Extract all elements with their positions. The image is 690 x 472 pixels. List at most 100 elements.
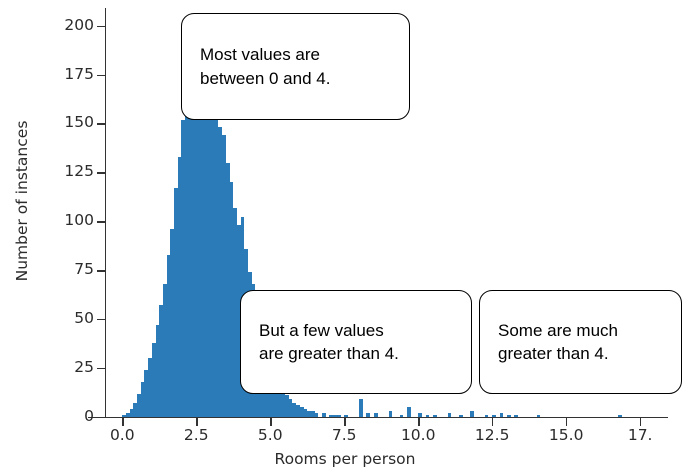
x-tick-mark bbox=[418, 418, 420, 426]
histogram-bar bbox=[433, 415, 437, 417]
histogram-bar bbox=[273, 373, 278, 417]
histogram-bar bbox=[233, 207, 237, 417]
y-axis-spine bbox=[105, 8, 107, 417]
y-tick-mark bbox=[97, 221, 105, 223]
histogram-bar bbox=[185, 88, 189, 417]
x-axis-label: Rooms per person bbox=[274, 450, 416, 468]
histogram-bar bbox=[174, 188, 178, 417]
histogram-bar bbox=[181, 119, 186, 417]
x-tick-label: 17. bbox=[627, 426, 653, 444]
histogram-bar bbox=[388, 411, 393, 417]
histogram-bar bbox=[218, 127, 223, 417]
histogram-bar bbox=[307, 411, 311, 417]
histogram-bar bbox=[288, 399, 293, 417]
x-tick-label: 5.0 bbox=[257, 426, 283, 444]
annotation-text: Most values are between 0 and 4. bbox=[200, 45, 331, 88]
histogram-bar bbox=[199, 74, 204, 417]
histogram-bar bbox=[148, 358, 152, 417]
y-tick-mark bbox=[97, 172, 105, 174]
histogram-bar bbox=[285, 395, 289, 417]
x-axis-spine bbox=[88, 417, 668, 419]
y-tick-label: 75 bbox=[74, 260, 94, 279]
y-tick-mark bbox=[97, 368, 105, 370]
histogram-bar bbox=[333, 415, 337, 417]
histogram-bar bbox=[296, 405, 300, 417]
histogram-bar bbox=[407, 407, 411, 417]
histogram-bar bbox=[207, 78, 212, 417]
histogram-bar bbox=[129, 409, 134, 417]
y-tick-label: 175 bbox=[64, 64, 94, 83]
histogram-bar bbox=[617, 415, 622, 417]
histogram-bar bbox=[329, 415, 334, 417]
x-tick-label: 0.0 bbox=[109, 426, 135, 444]
annotation-few-values: But a few values are greater than 4. bbox=[240, 290, 472, 394]
histogram-bar bbox=[281, 389, 286, 417]
histogram-bar bbox=[492, 415, 496, 417]
y-tick-label: 100 bbox=[64, 211, 94, 230]
histogram-bar bbox=[166, 254, 171, 417]
y-tick-mark bbox=[97, 123, 105, 125]
y-tick-mark bbox=[97, 270, 105, 272]
y-tick-label: 200 bbox=[64, 15, 94, 34]
histogram-bar bbox=[177, 156, 182, 417]
histogram-bar bbox=[225, 162, 230, 417]
histogram-bar bbox=[140, 381, 145, 417]
histogram-bar bbox=[222, 135, 226, 417]
annotation-most-values: Most values are between 0 and 4. bbox=[181, 13, 410, 120]
histogram-bar bbox=[303, 409, 308, 417]
x-tick-mark bbox=[196, 418, 198, 426]
annotation-text: But a few values are greater than 4. bbox=[259, 320, 399, 363]
histogram-bar bbox=[314, 413, 319, 417]
histogram-bar bbox=[192, 45, 197, 417]
histogram-bar bbox=[122, 415, 126, 417]
histogram-bar bbox=[470, 411, 474, 417]
x-tick-label: 12.5 bbox=[474, 426, 510, 444]
histogram-bar bbox=[137, 393, 141, 417]
annotation-text: Some are much greater than 4. bbox=[498, 320, 618, 363]
y-tick-mark bbox=[97, 417, 105, 419]
histogram-bar bbox=[399, 415, 404, 417]
histogram-bar bbox=[359, 399, 363, 417]
histogram-bar bbox=[155, 325, 160, 417]
histogram-bar bbox=[514, 415, 519, 417]
histogram-bar bbox=[125, 413, 130, 417]
histogram-bar bbox=[344, 415, 348, 417]
histogram-bar bbox=[310, 411, 315, 417]
histogram-bar bbox=[211, 88, 215, 417]
histogram-bar bbox=[292, 403, 297, 417]
y-tick-label: 50 bbox=[74, 309, 94, 328]
y-tick-label: 25 bbox=[74, 358, 94, 377]
x-tick-label: 15.0 bbox=[548, 426, 584, 444]
histogram-bar bbox=[203, 21, 208, 417]
histogram-bar bbox=[536, 415, 541, 417]
histogram-bar bbox=[458, 415, 463, 417]
histogram-bar bbox=[447, 413, 452, 417]
histogram-bar bbox=[214, 76, 219, 417]
histogram-bar bbox=[322, 413, 326, 417]
histogram-bar bbox=[229, 182, 234, 417]
histogram-bar bbox=[366, 413, 371, 417]
histogram-bar bbox=[425, 415, 430, 417]
histogram-bar bbox=[196, 90, 200, 417]
y-tick-label: 150 bbox=[64, 113, 94, 132]
annotation-much-greater: Some are much greater than 4. bbox=[479, 290, 682, 394]
histogram-bar bbox=[336, 415, 341, 417]
histogram-bar bbox=[236, 225, 241, 417]
y-tick-mark bbox=[97, 319, 105, 321]
x-tick-label: 7.5 bbox=[331, 426, 357, 444]
x-tick-mark bbox=[122, 418, 124, 426]
histogram-bar bbox=[418, 413, 422, 417]
y-tick-label: 125 bbox=[64, 162, 94, 181]
histogram-bar bbox=[151, 342, 156, 417]
x-tick-label: 10.0 bbox=[400, 426, 436, 444]
y-tick-label: 0 bbox=[84, 407, 94, 425]
histogram-bar bbox=[506, 415, 511, 417]
x-tick-mark bbox=[492, 418, 494, 426]
histogram-bar bbox=[299, 407, 304, 417]
x-tick-label: 2.5 bbox=[183, 426, 209, 444]
y-tick-mark bbox=[97, 74, 105, 76]
x-tick-mark bbox=[640, 418, 642, 426]
y-axis-label: Number of instances bbox=[13, 120, 31, 282]
x-tick-mark bbox=[270, 418, 272, 426]
